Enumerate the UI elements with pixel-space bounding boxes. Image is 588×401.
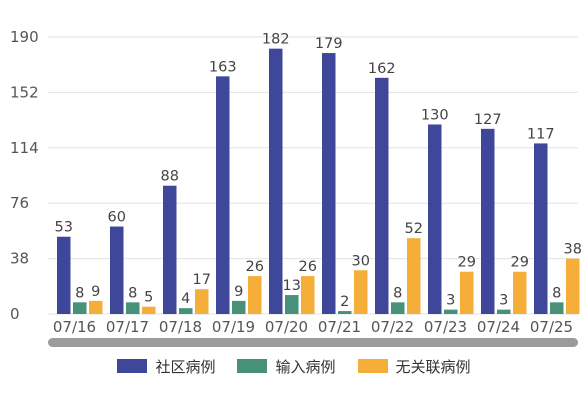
bar [232,300,246,314]
data-label: 26 [246,259,264,275]
x-tick-label: 07/17 [106,318,149,336]
data-label: 182 [262,32,290,48]
data-label: 117 [527,126,555,142]
bar [57,236,71,314]
bar [460,271,474,314]
data-label: 88 [161,169,179,185]
legend-swatch [357,359,388,373]
data-label: 5 [144,290,153,306]
data-label: 8 [393,285,402,301]
y-tick-label: 38 [10,250,29,268]
data-label: 53 [55,220,73,236]
x-tick-label: 07/20 [265,318,308,336]
data-label: 52 [405,221,423,237]
bar [354,270,368,314]
data-label: 29 [511,255,529,271]
bar [428,124,442,314]
bar [566,258,580,314]
y-tick-label: 0 [10,305,20,323]
bar [126,302,140,314]
data-label: 8 [128,285,137,301]
data-label: 38 [564,242,582,258]
bar [195,289,209,314]
bar [73,302,87,314]
data-label: 13 [283,278,301,294]
bar [391,302,405,314]
data-label: 163 [209,59,237,75]
legend-item-series-1[interactable]: 输入病例 [237,356,336,377]
x-axis-ticks: 07/16 07/17 07/18 07/19 07/20 07/21 07/22 07/23… [53,318,573,336]
bar [407,238,421,314]
y-tick-label: 152 [10,83,39,101]
data-label: 127 [474,112,502,128]
bar [179,308,193,314]
chart-legend: 社区病例 输入病例 无关联病例 [0,352,588,380]
bar [444,309,458,314]
legend-label: 社区病例 [155,357,216,376]
bar [534,143,548,314]
x-tick-label: 07/19 [212,318,255,336]
data-label: 8 [75,285,84,301]
data-label: 17 [193,272,211,288]
bar [338,311,352,314]
data-label: 4 [181,291,190,307]
bar [497,309,511,314]
horizontal-scrollbar[interactable] [48,338,578,347]
x-tick-label: 07/24 [477,318,520,336]
x-tick-label: 07/18 [159,318,202,336]
x-tick-label: 07/25 [530,318,573,336]
x-tick-label: 07/16 [53,318,96,336]
data-label: 179 [315,36,343,52]
data-label: 9 [234,284,243,300]
data-label: 26 [299,259,317,275]
bar [322,53,336,315]
data-label: 162 [368,61,396,77]
data-label: 3 [499,293,508,309]
legend-swatch [117,359,148,373]
y-tick-label: 76 [10,194,29,212]
data-label: 30 [352,253,370,269]
bar-series [57,48,580,315]
data-label: 29 [458,255,476,271]
y-tick-label: 114 [10,139,39,157]
x-tick-label: 07/21 [318,318,361,336]
bar [375,77,389,315]
bar [163,185,177,314]
bar [89,300,103,314]
x-tick-label: 07/23 [424,318,467,336]
y-tick-label: 190 [10,28,39,46]
bar [216,76,230,314]
bar [550,302,564,314]
legend-label: 输入病例 [275,357,336,376]
data-label: 8 [552,285,561,301]
y-axis-ticks: 0 38 76 114 152 190 [10,28,39,323]
bar [285,295,299,314]
legend-label: 无关联病例 [395,357,471,376]
bar [513,271,527,314]
bar [301,276,315,314]
bar [110,226,124,314]
data-label: 2 [340,294,349,310]
data-label: 9 [91,284,100,300]
legend-swatch [237,359,268,373]
bar [269,48,283,315]
bar [481,128,495,314]
bar [142,306,156,314]
bar [248,276,262,314]
legend-item-series-2[interactable]: 无关联病例 [357,356,471,377]
data-label: 60 [108,210,126,226]
data-label: 130 [421,107,449,123]
data-label: 3 [446,293,455,309]
legend-item-series-0[interactable]: 社区病例 [117,356,215,377]
x-tick-label: 07/22 [371,318,414,336]
